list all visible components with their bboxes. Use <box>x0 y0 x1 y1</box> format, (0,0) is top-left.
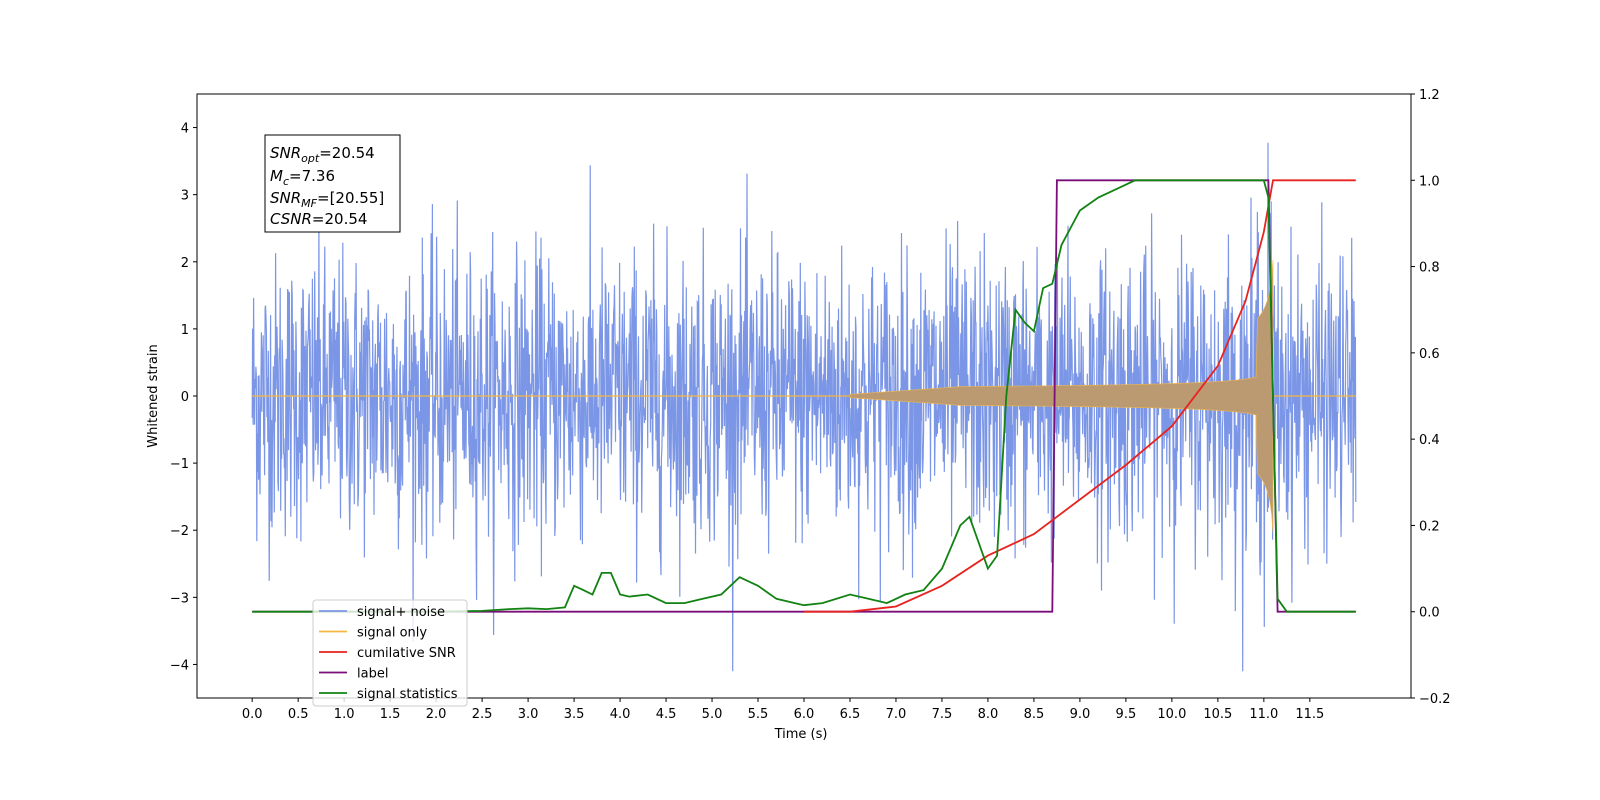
legend-label: signal+ noise <box>357 605 445 620</box>
x-tick-label: 9.0 <box>1070 707 1091 722</box>
y-axis-right: 1.2 1.0 0.8 0.6 0.4 0.2 0.0 −0.2 <box>1411 88 1451 707</box>
x-tick-label: 5.5 <box>748 707 769 722</box>
y2-tick-label: 0.8 <box>1419 261 1440 276</box>
legend: signal+ noise signal only cumilative SNR la… <box>312 599 468 707</box>
y-tick-label: 0 <box>181 390 189 405</box>
y-tick-label: 3 <box>181 189 189 204</box>
x-tick-label: 4.0 <box>610 707 631 722</box>
stats-annotation-box: SNRopt=20.54 Mc=7.36 SNRMF=[20.55] CSNR=… <box>264 134 401 233</box>
x-tick-label: 3.5 <box>564 707 585 722</box>
x-tick-label: 9.5 <box>1116 707 1137 722</box>
x-tick-label: 7.0 <box>886 707 907 722</box>
x-tick-label: 6.0 <box>794 707 815 722</box>
x-tick-label: 1.0 <box>334 707 355 722</box>
x-tick-label: 0.0 <box>242 707 263 722</box>
signal-series-layer <box>252 259 1356 533</box>
x-tick-label: 4.5 <box>656 707 677 722</box>
annotation-frame <box>264 134 401 233</box>
annotation-snr-opt: SNRopt=20.54 <box>270 144 375 165</box>
x-tick-label: 6.5 <box>840 707 861 722</box>
y-axis-label: Whitened strain <box>146 344 161 447</box>
x-tick-label: 1.5 <box>380 707 401 722</box>
y2-tick-label: 0.4 <box>1419 433 1440 448</box>
x-tick-label: 7.5 <box>932 707 953 722</box>
x-axis-label: Time (s) <box>774 727 828 742</box>
legend-label: cumilative SNR <box>357 646 456 661</box>
x-axis: 0.0 0.5 1.0 1.5 2.0 2.5 3.0 3.5 4.0 4.5 5.0 5.5 6.0 6… <box>242 698 1324 722</box>
legend-label: signal only <box>357 626 427 641</box>
statistics-series-layer <box>252 179 1356 613</box>
y-tick-label: 2 <box>181 256 189 271</box>
legend-label: signal statistics <box>357 687 458 702</box>
y2-tick-label: −0.2 <box>1419 692 1451 707</box>
signal-statistics-line <box>252 179 1356 613</box>
x-tick-label: 5.0 <box>702 707 723 722</box>
y2-tick-label: 1.2 <box>1419 88 1440 103</box>
x-tick-label: 10.5 <box>1203 707 1232 722</box>
x-tick-label: 2.5 <box>472 707 493 722</box>
annotation-csnr: CSNR=20.54 <box>270 210 367 228</box>
x-tick-label: 11.5 <box>1295 707 1324 722</box>
cumulative-snr-line <box>804 179 1356 613</box>
y2-tick-label: 1.0 <box>1419 174 1440 189</box>
y-tick-label: 1 <box>181 323 189 338</box>
x-tick-label: 8.5 <box>1024 707 1045 722</box>
y-tick-label: −2 <box>170 524 189 539</box>
y2-tick-label: 0.0 <box>1419 606 1440 621</box>
y-tick-label: −4 <box>170 658 189 673</box>
x-tick-label: 11.0 <box>1249 707 1278 722</box>
y-tick-label: −3 <box>170 591 189 606</box>
x-tick-label: 3.0 <box>518 707 539 722</box>
y2-tick-label: 0.2 <box>1419 519 1440 534</box>
x-tick-label: 10.0 <box>1157 707 1186 722</box>
x-tick-label: 8.0 <box>978 707 999 722</box>
legend-frame <box>312 599 468 707</box>
legend-label: label <box>357 667 388 682</box>
signal-only-line <box>849 259 1274 533</box>
y-tick-label: −1 <box>170 457 189 472</box>
x-tick-label: 2.0 <box>426 707 447 722</box>
annotation-snr-mf: SNRMF=[20.55] <box>270 189 384 210</box>
y-tick-label: 4 <box>181 122 189 137</box>
signal-plus-noise-line <box>251 142 1357 672</box>
y-axis-left: 4 3 2 1 0 −1 −2 −3 −4 <box>170 122 197 673</box>
y2-tick-label: 0.6 <box>1419 347 1440 362</box>
noise-series-layer <box>251 142 1357 672</box>
annotation-chirp-mass: Mc=7.36 <box>270 167 335 188</box>
x-tick-label: 0.5 <box>288 707 309 722</box>
